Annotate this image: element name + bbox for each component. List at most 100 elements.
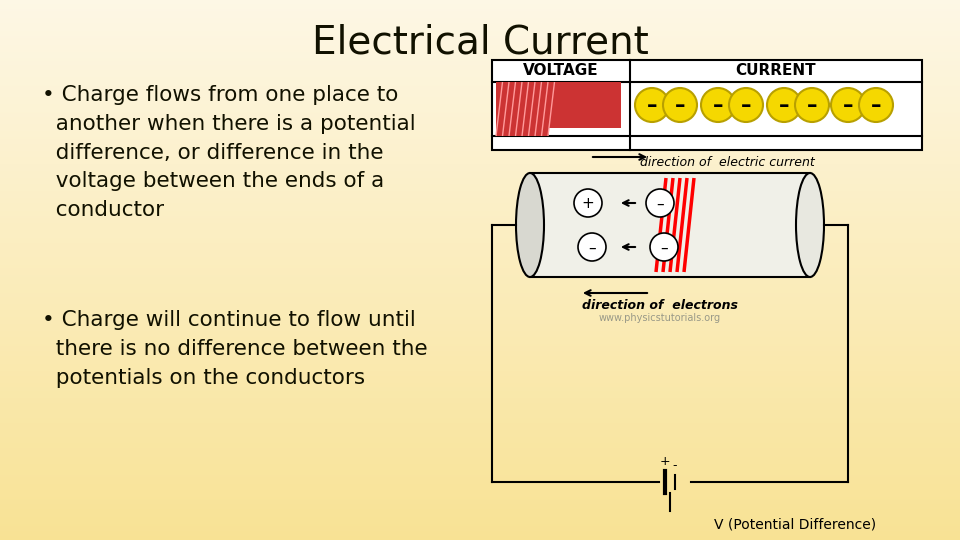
Bar (0, 225, 960, 227)
Bar (0, 205, 960, 207)
Circle shape (767, 88, 801, 122)
Bar (0, 504, 960, 506)
Text: V (Potential Difference): V (Potential Difference) (714, 517, 876, 531)
Bar (0, 128, 960, 130)
Bar (0, 265, 960, 266)
Bar (0, 390, 960, 393)
Bar (0, 450, 960, 452)
Bar (0, 248, 960, 250)
Bar (0, 336, 960, 339)
Bar (0, 139, 960, 140)
Bar (0, 349, 960, 351)
Bar (0, 209, 960, 211)
Bar (0, 221, 960, 223)
Bar (496, 82, 548, 136)
Bar (0, 355, 960, 356)
Text: –: – (806, 96, 817, 116)
Bar (0, 241, 960, 243)
Bar (0, 425, 960, 427)
Bar (0, 498, 960, 501)
Bar (0, 461, 960, 463)
Bar (0, 171, 960, 173)
Bar (0, 182, 960, 184)
Bar (0, 162, 960, 164)
Bar (0, 299, 960, 301)
Bar (0, 120, 960, 123)
Circle shape (646, 189, 674, 217)
Bar (0, 52, 960, 54)
Bar (0, 76, 960, 77)
Bar (0, 417, 960, 420)
Bar (0, 326, 960, 328)
Bar (0, 180, 960, 182)
Bar (0, 475, 960, 477)
Bar (0, 113, 960, 115)
Bar (0, 266, 960, 268)
Bar (0, 34, 960, 36)
Bar (0, 410, 960, 412)
Bar (0, 232, 960, 234)
Bar (0, 101, 960, 103)
Bar (0, 414, 960, 416)
Bar (0, 506, 960, 508)
Text: Electrical Current: Electrical Current (312, 24, 648, 62)
Bar (0, 288, 960, 290)
Bar (0, 65, 960, 66)
Bar (0, 428, 960, 430)
Bar (0, 31, 960, 32)
Bar (0, 328, 960, 329)
Bar (0, 164, 960, 166)
Bar (0, 137, 960, 139)
Circle shape (859, 88, 893, 122)
Bar (0, 18, 960, 20)
Bar (0, 493, 960, 495)
Bar (0, 282, 960, 285)
Bar (0, 220, 960, 221)
Bar (0, 254, 960, 255)
Bar (0, 525, 960, 528)
Bar (0, 522, 960, 524)
Bar (0, 238, 960, 239)
Bar (0, 263, 960, 265)
Bar (0, 108, 960, 110)
Bar (0, 536, 960, 538)
Bar (0, 47, 960, 49)
Bar (0, 448, 960, 450)
Bar (0, 335, 960, 336)
Bar (0, 367, 960, 369)
Bar (0, 93, 960, 96)
Bar (0, 509, 960, 511)
Bar (0, 347, 960, 349)
Bar (0, 373, 960, 374)
Bar (0, 420, 960, 421)
Text: –: – (712, 96, 723, 116)
Bar (0, 434, 960, 436)
Bar (0, 281, 960, 282)
Bar (0, 228, 960, 231)
Bar (0, 103, 960, 104)
Bar (0, 142, 960, 144)
Bar (0, 362, 960, 363)
Bar (0, 344, 960, 346)
Ellipse shape (516, 173, 544, 277)
Bar (0, 173, 960, 174)
Bar (0, 77, 960, 79)
Bar (0, 484, 960, 486)
Text: direction of  electrons: direction of electrons (582, 299, 738, 312)
Bar (0, 99, 960, 101)
Bar (0, 403, 960, 405)
Bar (0, 371, 960, 373)
Bar (0, 74, 960, 76)
Text: –: – (660, 240, 668, 255)
Bar (0, 174, 960, 177)
Bar (0, 22, 960, 23)
Bar (0, 196, 960, 198)
Bar (0, 358, 960, 360)
Bar (0, 502, 960, 504)
Bar (0, 376, 960, 378)
Bar (0, 231, 960, 232)
Bar (0, 157, 960, 158)
Bar (0, 0, 960, 2)
Bar (0, 309, 960, 312)
Bar (0, 151, 960, 153)
